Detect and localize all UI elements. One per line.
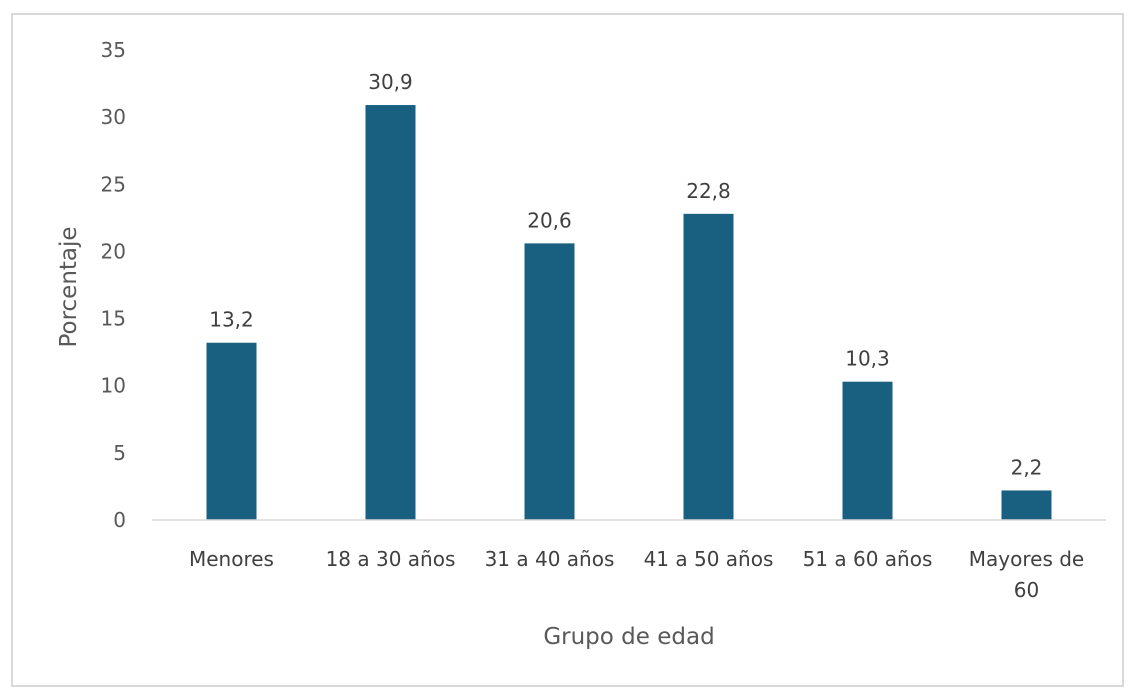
bar [683, 213, 734, 521]
data-label: 2,2 [1011, 455, 1043, 479]
x-axis-title: Grupo de edad [543, 624, 714, 650]
data-label: 10,3 [845, 347, 890, 371]
bar [1001, 490, 1052, 520]
data-label: 20,6 [527, 208, 572, 232]
y-tick-label: 20 [101, 239, 126, 263]
x-category-label: Menores [189, 547, 274, 571]
y-tick-label: 30 [101, 105, 126, 129]
bar [206, 342, 257, 520]
x-axis-categories: Menores 18 a 30 años 31 a 40 años 41 a 50 a… [189, 547, 1084, 602]
bar [524, 243, 575, 520]
x-category-label: 31 a 40 años [485, 547, 615, 571]
x-category-label: Mayores de [969, 547, 1084, 571]
y-tick-label: 35 [101, 38, 126, 62]
y-axis-title: Porcentaje [56, 226, 82, 347]
x-category-label: 60 [1014, 578, 1039, 602]
y-tick-label: 0 [113, 508, 126, 532]
y-tick-label: 5 [113, 441, 126, 465]
x-category-label: 51 a 60 años [803, 547, 933, 571]
bar [365, 105, 416, 521]
data-labels: 13,2 30,9 20,6 22,8 10,3 2,2 [209, 70, 1042, 479]
y-tick-label: 25 [101, 172, 126, 196]
data-label: 22,8 [686, 179, 731, 203]
y-tick-label: 10 [101, 374, 126, 398]
bars [206, 105, 1052, 521]
x-category-label: 41 a 50 años [644, 547, 774, 571]
y-tick-label: 15 [101, 307, 126, 331]
data-label: 13,2 [209, 308, 254, 332]
data-label: 30,9 [368, 70, 413, 94]
y-axis-ticks: 0 5 10 15 20 25 30 35 [101, 38, 126, 532]
x-category-label: 18 a 30 años [326, 547, 456, 571]
bar [842, 381, 893, 520]
